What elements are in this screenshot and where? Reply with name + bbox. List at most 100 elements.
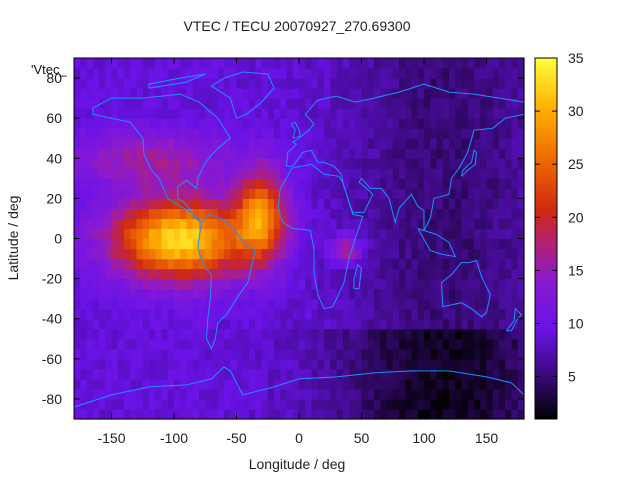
heat-cell bbox=[324, 188, 331, 199]
heat-cell bbox=[461, 218, 469, 230]
heat-cell bbox=[167, 298, 175, 310]
heat-cell bbox=[480, 408, 488, 420]
heat-cell bbox=[136, 118, 144, 129]
heat-cell bbox=[355, 388, 363, 400]
heat-cell bbox=[130, 368, 138, 380]
heat-cell bbox=[430, 398, 438, 410]
heat-cell bbox=[299, 228, 306, 240]
heat-cell bbox=[199, 268, 206, 280]
heat-cell bbox=[217, 348, 225, 360]
heat-cell bbox=[149, 268, 156, 280]
heat-cell bbox=[224, 58, 231, 69]
heat-cell bbox=[324, 128, 331, 139]
heat-cell bbox=[261, 98, 269, 109]
heat-cell bbox=[274, 378, 281, 390]
heat-cell bbox=[117, 128, 125, 139]
heat-cell bbox=[449, 58, 456, 69]
heat-cell bbox=[505, 218, 513, 230]
heat-cell bbox=[355, 128, 363, 139]
heat-cell bbox=[430, 338, 438, 350]
heat-cell bbox=[486, 298, 494, 310]
heat-cell bbox=[167, 98, 175, 109]
heat-cell bbox=[349, 328, 356, 340]
heat-cell bbox=[180, 258, 188, 270]
heat-cell bbox=[274, 278, 281, 290]
heat-cell bbox=[424, 158, 431, 169]
heat-cell bbox=[105, 78, 113, 89]
heat-cell bbox=[249, 408, 256, 420]
heat-cell bbox=[305, 68, 313, 79]
heat-cell bbox=[80, 88, 88, 99]
heat-cell bbox=[386, 388, 394, 400]
heat-cell bbox=[161, 338, 169, 350]
heat-cell bbox=[505, 258, 513, 270]
heat-cell bbox=[161, 288, 169, 300]
heat-cell bbox=[86, 88, 94, 99]
heat-cell bbox=[292, 58, 300, 69]
heat-cell bbox=[267, 178, 275, 189]
heat-cell bbox=[305, 338, 313, 350]
heat-cell bbox=[124, 118, 131, 129]
heat-cell bbox=[330, 98, 338, 109]
heat-cell bbox=[299, 168, 306, 179]
heat-cell bbox=[324, 78, 331, 89]
heat-cell bbox=[130, 208, 138, 220]
heat-cell bbox=[499, 288, 506, 300]
heat-cell bbox=[211, 318, 219, 330]
heat-cell bbox=[92, 338, 100, 350]
heat-cell bbox=[236, 168, 244, 179]
heat-cell bbox=[486, 388, 494, 400]
heat-cell bbox=[292, 318, 300, 330]
heat-cell bbox=[86, 218, 94, 230]
heat-cell bbox=[355, 378, 363, 390]
x-tick-label: 50 bbox=[354, 430, 370, 446]
heat-cell bbox=[474, 58, 481, 69]
heat-cell bbox=[230, 368, 238, 380]
heat-cell bbox=[355, 218, 363, 230]
heat-cell bbox=[342, 138, 350, 149]
heat-cell bbox=[280, 118, 288, 129]
heat-cell bbox=[211, 378, 219, 390]
heat-cell bbox=[374, 378, 381, 390]
heat-cell bbox=[217, 208, 225, 220]
heat-cell bbox=[224, 78, 231, 89]
heat-cell bbox=[455, 388, 463, 400]
heat-cell bbox=[174, 288, 181, 300]
heat-cell bbox=[105, 148, 113, 159]
heat-cell bbox=[424, 68, 431, 79]
heat-cell bbox=[286, 168, 294, 179]
heat-cell bbox=[92, 148, 100, 159]
heat-cell bbox=[242, 378, 250, 390]
heat-cell bbox=[217, 198, 225, 210]
heat-cell bbox=[180, 128, 188, 139]
heat-cell bbox=[174, 178, 181, 189]
heat-cell bbox=[492, 138, 500, 149]
heat-cell bbox=[342, 368, 350, 380]
heat-cell bbox=[180, 368, 188, 380]
heat-cell bbox=[461, 228, 469, 240]
heat-cell bbox=[442, 128, 450, 139]
heat-cell bbox=[180, 138, 188, 149]
heat-cell bbox=[124, 148, 131, 159]
heat-cell bbox=[342, 148, 350, 159]
heat-cell bbox=[111, 378, 119, 390]
heat-cell bbox=[261, 328, 269, 340]
heat-cell bbox=[224, 138, 231, 149]
heat-cell bbox=[92, 178, 100, 189]
heat-cell bbox=[117, 288, 125, 300]
heat-cell bbox=[505, 398, 513, 410]
heat-cell bbox=[267, 78, 275, 89]
heat-cell bbox=[311, 118, 319, 129]
heat-cell bbox=[86, 378, 94, 390]
heat-cell bbox=[292, 128, 300, 139]
heat-cell bbox=[161, 168, 169, 179]
heat-cell bbox=[180, 388, 188, 400]
heat-cell bbox=[424, 308, 431, 320]
heat-cell bbox=[299, 68, 306, 79]
heat-cell bbox=[242, 158, 250, 169]
heat-cell bbox=[374, 208, 381, 220]
heat-cell bbox=[130, 338, 138, 350]
heat-cell bbox=[349, 278, 356, 290]
heat-cell bbox=[461, 78, 469, 89]
heat-cell bbox=[74, 408, 81, 420]
